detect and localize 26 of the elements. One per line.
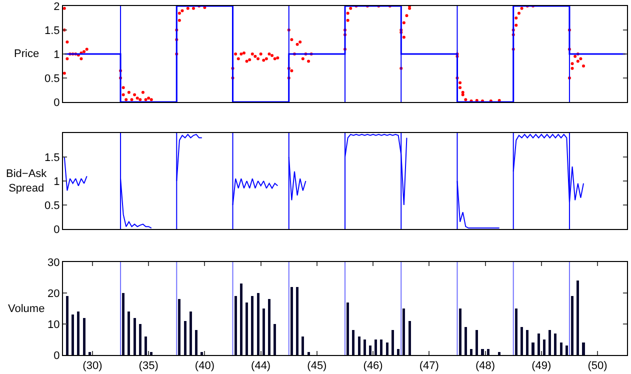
y-tick-label: 0.5 bbox=[44, 72, 60, 85]
y-tick-label: 30 bbox=[48, 256, 60, 269]
y-axis-title: Price bbox=[14, 48, 40, 60]
x-tick-label: (44) bbox=[251, 360, 271, 372]
y-tick-label: 10 bbox=[48, 318, 60, 331]
x-tick-label: (40) bbox=[194, 360, 214, 372]
x-tick-label: (30) bbox=[82, 360, 102, 372]
y-tick-label: 0.5 bbox=[44, 200, 60, 212]
y-tick-label: 0 bbox=[54, 224, 60, 236]
y-axis-title: Bid−Ask Spread bbox=[6, 168, 48, 194]
x-tick-label: (45) bbox=[307, 360, 327, 372]
x-tick-label: (50) bbox=[588, 360, 608, 372]
y-tick-label: 1.5 bbox=[44, 152, 60, 164]
y-tick-label: 0 bbox=[54, 350, 60, 362]
y-tick-label: 1 bbox=[54, 176, 60, 188]
x-tick-label: (46) bbox=[363, 360, 383, 372]
x-tick-label: (49) bbox=[532, 360, 552, 372]
y-tick-label: 1 bbox=[54, 48, 60, 61]
y-tick-label: 0 bbox=[54, 96, 60, 109]
y-tick-label: 2 bbox=[54, 0, 60, 13]
y-tick-label: 1.5 bbox=[44, 24, 60, 37]
y-axis-title: Volume bbox=[8, 303, 45, 315]
x-tick-label: (47) bbox=[419, 360, 439, 372]
x-tick-label: (48) bbox=[476, 360, 496, 372]
y-tick-label: 20 bbox=[48, 288, 60, 300]
x-tick-label: (35) bbox=[138, 360, 158, 372]
